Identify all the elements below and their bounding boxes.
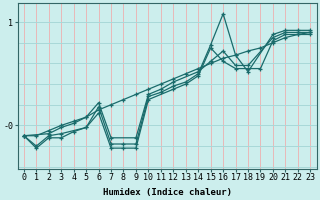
X-axis label: Humidex (Indice chaleur): Humidex (Indice chaleur): [103, 188, 232, 197]
